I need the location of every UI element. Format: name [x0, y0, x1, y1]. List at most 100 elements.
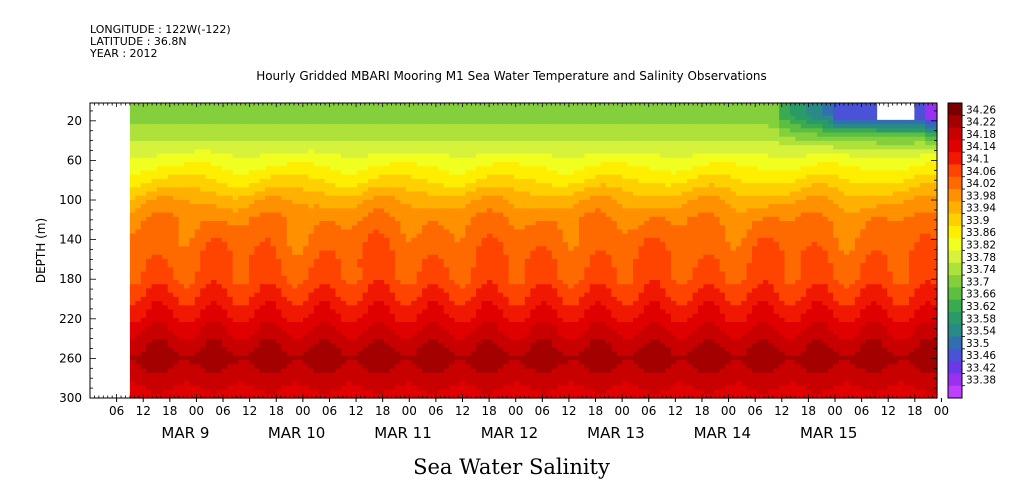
- heatmap-cell: [281, 305, 288, 311]
- heatmap-cell: [492, 199, 499, 205]
- heatmap-cell: [378, 145, 385, 150]
- heatmap-cell: [211, 204, 218, 209]
- heatmap-cell: [178, 157, 185, 163]
- heatmap-cell: [411, 140, 418, 146]
- heatmap-cell: [184, 111, 191, 117]
- heatmap-cell: [497, 162, 504, 167]
- heatmap-cell: [238, 250, 245, 256]
- heatmap-cell: [189, 178, 196, 184]
- heatmap-cell: [178, 280, 185, 285]
- heatmap-cell: [308, 368, 315, 374]
- heatmap-cell: [497, 153, 504, 159]
- heatmap-cell: [178, 376, 185, 382]
- heatmap-cell: [362, 322, 369, 327]
- heatmap-cell: [303, 111, 310, 117]
- heatmap-cell: [459, 292, 466, 298]
- heatmap-cell: [449, 267, 456, 273]
- heatmap-cell: [227, 237, 234, 243]
- heatmap-cell: [373, 292, 380, 298]
- heatmap-cell: [422, 174, 429, 180]
- heatmap-cell: [330, 157, 337, 163]
- heatmap-cell: [140, 191, 147, 197]
- heatmap-cell: [443, 372, 450, 378]
- heatmap-cell: [146, 178, 153, 184]
- heatmap-cell: [129, 309, 136, 315]
- heatmap-cell: [465, 334, 472, 340]
- heatmap-cell: [373, 381, 380, 386]
- heatmap-cell: [395, 330, 402, 336]
- heatmap-cell: [400, 162, 407, 167]
- heatmap-cell: [216, 343, 223, 349]
- heatmap-cell: [156, 191, 163, 197]
- heatmap-cell: [292, 271, 299, 277]
- heatmap-cell: [492, 225, 499, 231]
- heatmap-cell: [497, 195, 504, 201]
- heatmap-cell: [481, 199, 488, 205]
- heatmap-cell: [351, 339, 358, 344]
- heatmap-cell: [384, 107, 391, 113]
- heatmap-cell: [373, 208, 380, 214]
- heatmap-cell: [200, 174, 207, 180]
- heatmap-cell: [205, 322, 212, 327]
- heatmap-cell: [335, 250, 342, 256]
- heatmap-cell: [384, 296, 391, 302]
- heatmap-cell: [400, 153, 407, 159]
- heatmap-cell: [286, 225, 293, 231]
- heatmap-cell: [367, 364, 374, 370]
- heatmap-cell: [503, 258, 510, 264]
- heatmap-cell: [508, 364, 515, 370]
- heatmap-cell: [173, 221, 180, 226]
- heatmap-cell: [189, 107, 196, 113]
- heatmap-cell: [411, 115, 418, 121]
- heatmap-cell: [432, 233, 439, 239]
- heatmap-cell: [297, 393, 304, 399]
- heatmap-cell: [270, 199, 277, 205]
- heatmap-cell: [270, 178, 277, 184]
- heatmap-cell: [135, 322, 142, 327]
- heatmap-cell: [486, 199, 493, 205]
- heatmap-cell: [313, 124, 320, 129]
- heatmap-cell: [319, 103, 326, 108]
- heatmap-cell: [151, 271, 158, 277]
- heatmap-cell: [508, 153, 515, 159]
- heatmap-cell: [292, 317, 299, 323]
- heatmap-cell: [189, 225, 196, 231]
- heatmap-cell: [303, 132, 310, 138]
- heatmap-cell: [481, 275, 488, 281]
- heatmap-cell: [330, 250, 337, 256]
- heatmap-cell: [432, 195, 439, 201]
- heatmap-cell: [378, 254, 385, 260]
- heatmap-cell: [243, 254, 250, 260]
- heatmap-cell: [167, 288, 174, 294]
- heatmap-cell: [135, 103, 142, 108]
- heatmap-cell: [270, 355, 277, 361]
- heatmap-cell: [465, 343, 472, 349]
- heatmap-cell: [330, 199, 337, 205]
- heatmap-cell: [335, 288, 342, 294]
- heatmap-cell: [476, 317, 483, 323]
- heatmap-cell: [438, 309, 445, 315]
- heatmap-cell: [135, 284, 142, 290]
- heatmap-cell: [335, 128, 342, 134]
- heatmap-cell: [378, 157, 385, 163]
- heatmap-cell: [351, 212, 358, 218]
- heatmap-cell: [324, 360, 331, 365]
- heatmap-cell: [238, 296, 245, 302]
- heatmap-cell: [395, 187, 402, 193]
- heatmap-cell: [173, 111, 180, 117]
- heatmap-cell: [292, 288, 299, 294]
- heatmap-cell: [330, 162, 337, 167]
- heatmap-cell: [248, 322, 255, 327]
- heatmap-cell: [503, 343, 510, 349]
- heatmap-cell: [449, 275, 456, 281]
- heatmap-cell: [308, 376, 315, 382]
- heatmap-cell: [378, 107, 385, 113]
- heatmap-cell: [319, 178, 326, 184]
- heatmap-cell: [351, 107, 358, 113]
- heatmap-cell: [319, 187, 326, 193]
- heatmap-cell: [221, 225, 228, 231]
- heatmap-cell: [313, 275, 320, 281]
- heatmap-cell: [411, 250, 418, 256]
- heatmap-cell: [167, 199, 174, 205]
- heatmap-cell: [405, 330, 412, 336]
